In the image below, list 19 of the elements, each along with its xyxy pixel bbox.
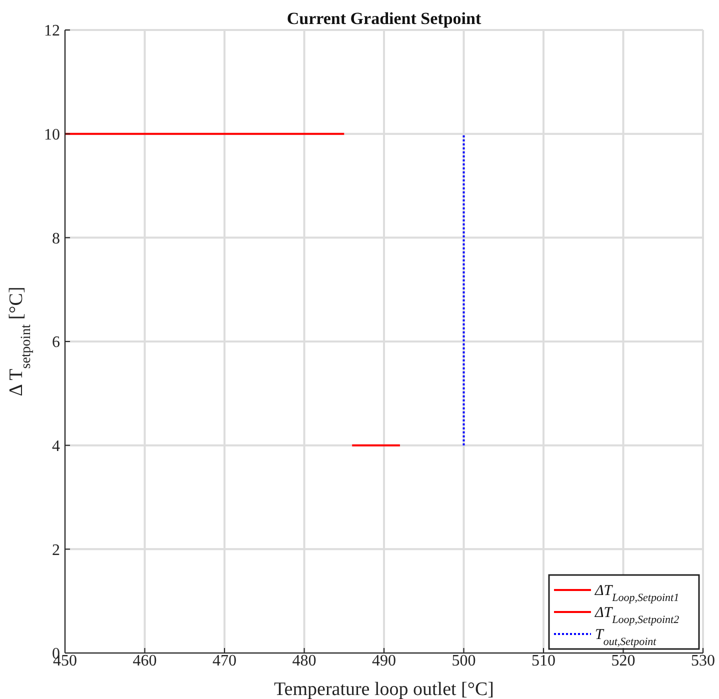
x-tick-label: 520 (611, 652, 636, 670)
legend-label: T$_{out,Setpoint}$ (595, 627, 658, 648)
x-tick-label: 470 (212, 652, 236, 670)
y-tick-label: 8 (52, 230, 60, 248)
x-tick-label: 500 (452, 652, 476, 670)
y-tick-label: 2 (52, 542, 60, 559)
y-tick-label: 4 (52, 438, 60, 456)
y-tick-label: 10 (44, 126, 60, 144)
legend-label: ΔT$_{Loop,Setpoint1}$ (594, 583, 680, 604)
x-tick-label: 460 (132, 652, 157, 670)
y-tick-label: 12 (44, 22, 60, 40)
chart-title: Current Gradient Setpoint (286, 9, 482, 28)
x-tick-label: 490 (372, 652, 396, 670)
x-axis-title: Temperature loop outlet [°C] (274, 679, 494, 699)
x-tick-label: 530 (691, 652, 715, 670)
y-tick-label: 6 (52, 334, 60, 352)
x-tick-label: 510 (532, 652, 556, 670)
x-tick-label: 480 (292, 652, 316, 670)
legend-label: ΔT$_{Loop,Setpoint2}$ (594, 605, 680, 626)
